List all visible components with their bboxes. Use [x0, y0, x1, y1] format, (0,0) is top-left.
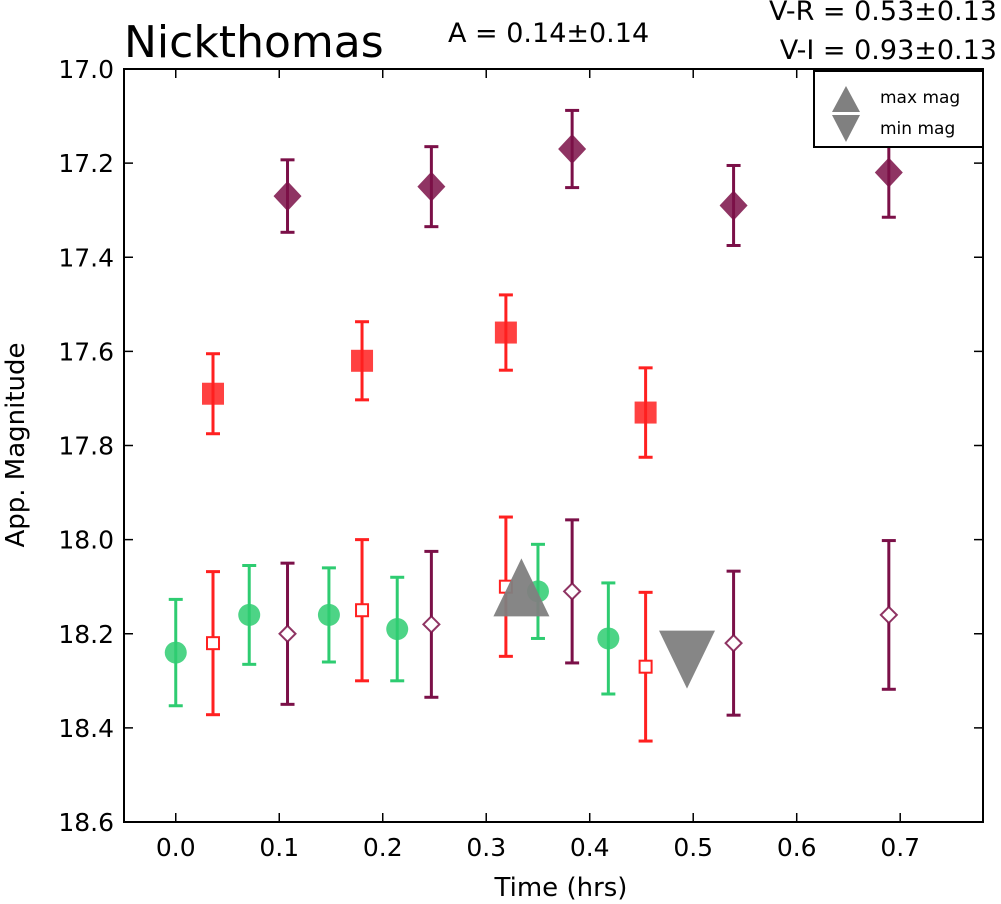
x-tick-label: 0.1	[259, 833, 299, 862]
legend-max-mag-icon	[832, 86, 860, 112]
x-tick-label: 0.2	[363, 833, 403, 862]
data-point-square	[351, 349, 374, 372]
data-point-diamond-open	[562, 581, 582, 601]
data-point-diamond	[558, 134, 587, 165]
data-point-circle	[317, 603, 340, 626]
data-point-circle	[238, 603, 261, 626]
data-point-diamond	[719, 190, 748, 221]
axis-ticks: 0.0 0.1 0.2 0.3 0.4 0.5 0.6 0.7 17.0 17.2 17.4 17.6…	[58, 55, 983, 862]
data-point-diamond	[874, 157, 903, 188]
y-tick-label: 17.0	[58, 55, 114, 84]
y-tick-label: 17.4	[58, 243, 114, 272]
x-axis-label: Time (hrs)	[494, 873, 628, 903]
legend: max mag min mag	[813, 70, 984, 148]
data-point-diamond-open	[278, 624, 297, 644]
x-tick-label: 0.4	[570, 833, 610, 862]
data-point-square-open	[206, 636, 221, 651]
chart-title: Nickthomas	[124, 17, 384, 68]
amplitude-annotation: A = 0.14±0.14	[448, 18, 649, 49]
data-point-square	[202, 382, 225, 405]
data-point-diamond-open	[421, 614, 441, 634]
y-tick-label: 17.8	[58, 432, 114, 461]
data-point-square	[494, 321, 517, 344]
x-tick-label: 0.5	[673, 833, 713, 862]
plot-area	[164, 108, 903, 743]
x-tick-label: 0.7	[880, 833, 920, 862]
legend-min-mag-label: min mag	[880, 119, 955, 139]
v-i-annotation: V-I = 0.93±0.13	[780, 35, 997, 66]
data-point-diamond	[273, 181, 302, 212]
data-point-square-open	[355, 603, 370, 618]
y-tick-label: 17.6	[58, 337, 114, 366]
legend-min-mag-icon	[832, 115, 860, 142]
x-tick-label: 0.6	[777, 833, 817, 862]
y-tick-label: 17.2	[58, 149, 114, 178]
y-tick-label: 18.6	[58, 808, 114, 837]
data-point-diamond-open	[879, 605, 899, 625]
max-mag-triangle	[493, 558, 550, 617]
data-point-circle	[386, 618, 409, 641]
data-point-diamond-open	[724, 633, 743, 653]
plot-frame	[123, 68, 984, 823]
y-tick-label: 18.0	[58, 526, 114, 555]
data-point-circle	[164, 641, 187, 664]
legend-max-mag-label: max mag	[880, 88, 960, 108]
v-r-annotation: V-R = 0.53±0.13	[769, 0, 997, 27]
y-tick-label: 18.4	[58, 714, 114, 743]
data-point-square-open	[638, 659, 653, 674]
y-tick-label: 18.2	[58, 620, 114, 649]
x-tick-label: 0.3	[466, 833, 506, 862]
data-point-diamond	[417, 171, 446, 202]
data-point-circle	[597, 627, 620, 650]
min-mag-triangle	[659, 630, 716, 689]
data-point-square	[634, 401, 657, 424]
x-tick-label: 0.0	[156, 833, 196, 862]
y-axis-label: App. Magnitude	[1, 342, 31, 547]
